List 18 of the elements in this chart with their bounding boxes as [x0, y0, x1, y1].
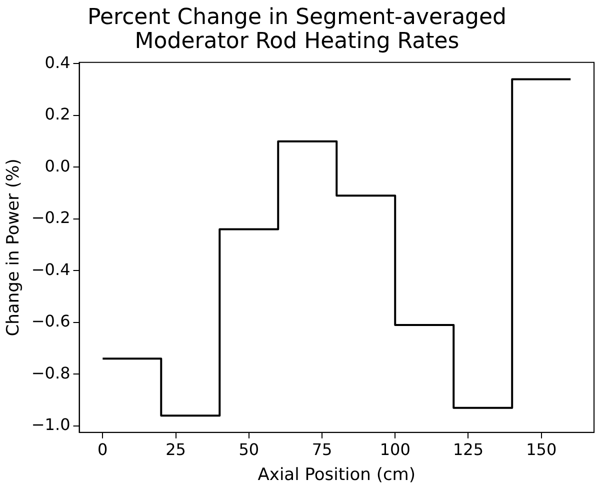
y-tick-label: 0.2 — [44, 104, 70, 124]
x-tick-label: 150 — [526, 440, 557, 460]
x-tick-label: 0 — [98, 440, 108, 460]
x-axis-title: Axial Position (cm) — [258, 465, 416, 486]
y-tick-label: −1.0 — [31, 415, 70, 434]
y-axis-title: Change in Power (%) — [4, 158, 24, 336]
x-tick-label: 25 — [166, 440, 186, 460]
y-tick-label: 0.0 — [44, 156, 70, 176]
y-tick-label: −0.8 — [31, 363, 70, 382]
chart-title: Percent Change in Segment-averaged Moderator Rod Heating Rates — [87, 4, 507, 54]
x-tick-label: 75 — [312, 440, 332, 460]
y-tick-label: 0.4 — [44, 52, 70, 72]
x-tick-label: 125 — [452, 440, 484, 460]
x-tick-label: 50 — [238, 440, 260, 460]
y-tick-label: −0.6 — [31, 312, 70, 331]
y-tick-label: −0.2 — [31, 208, 70, 228]
y-tick-label: −0.4 — [31, 260, 70, 279]
x-tick-label: 100 — [380, 440, 410, 460]
